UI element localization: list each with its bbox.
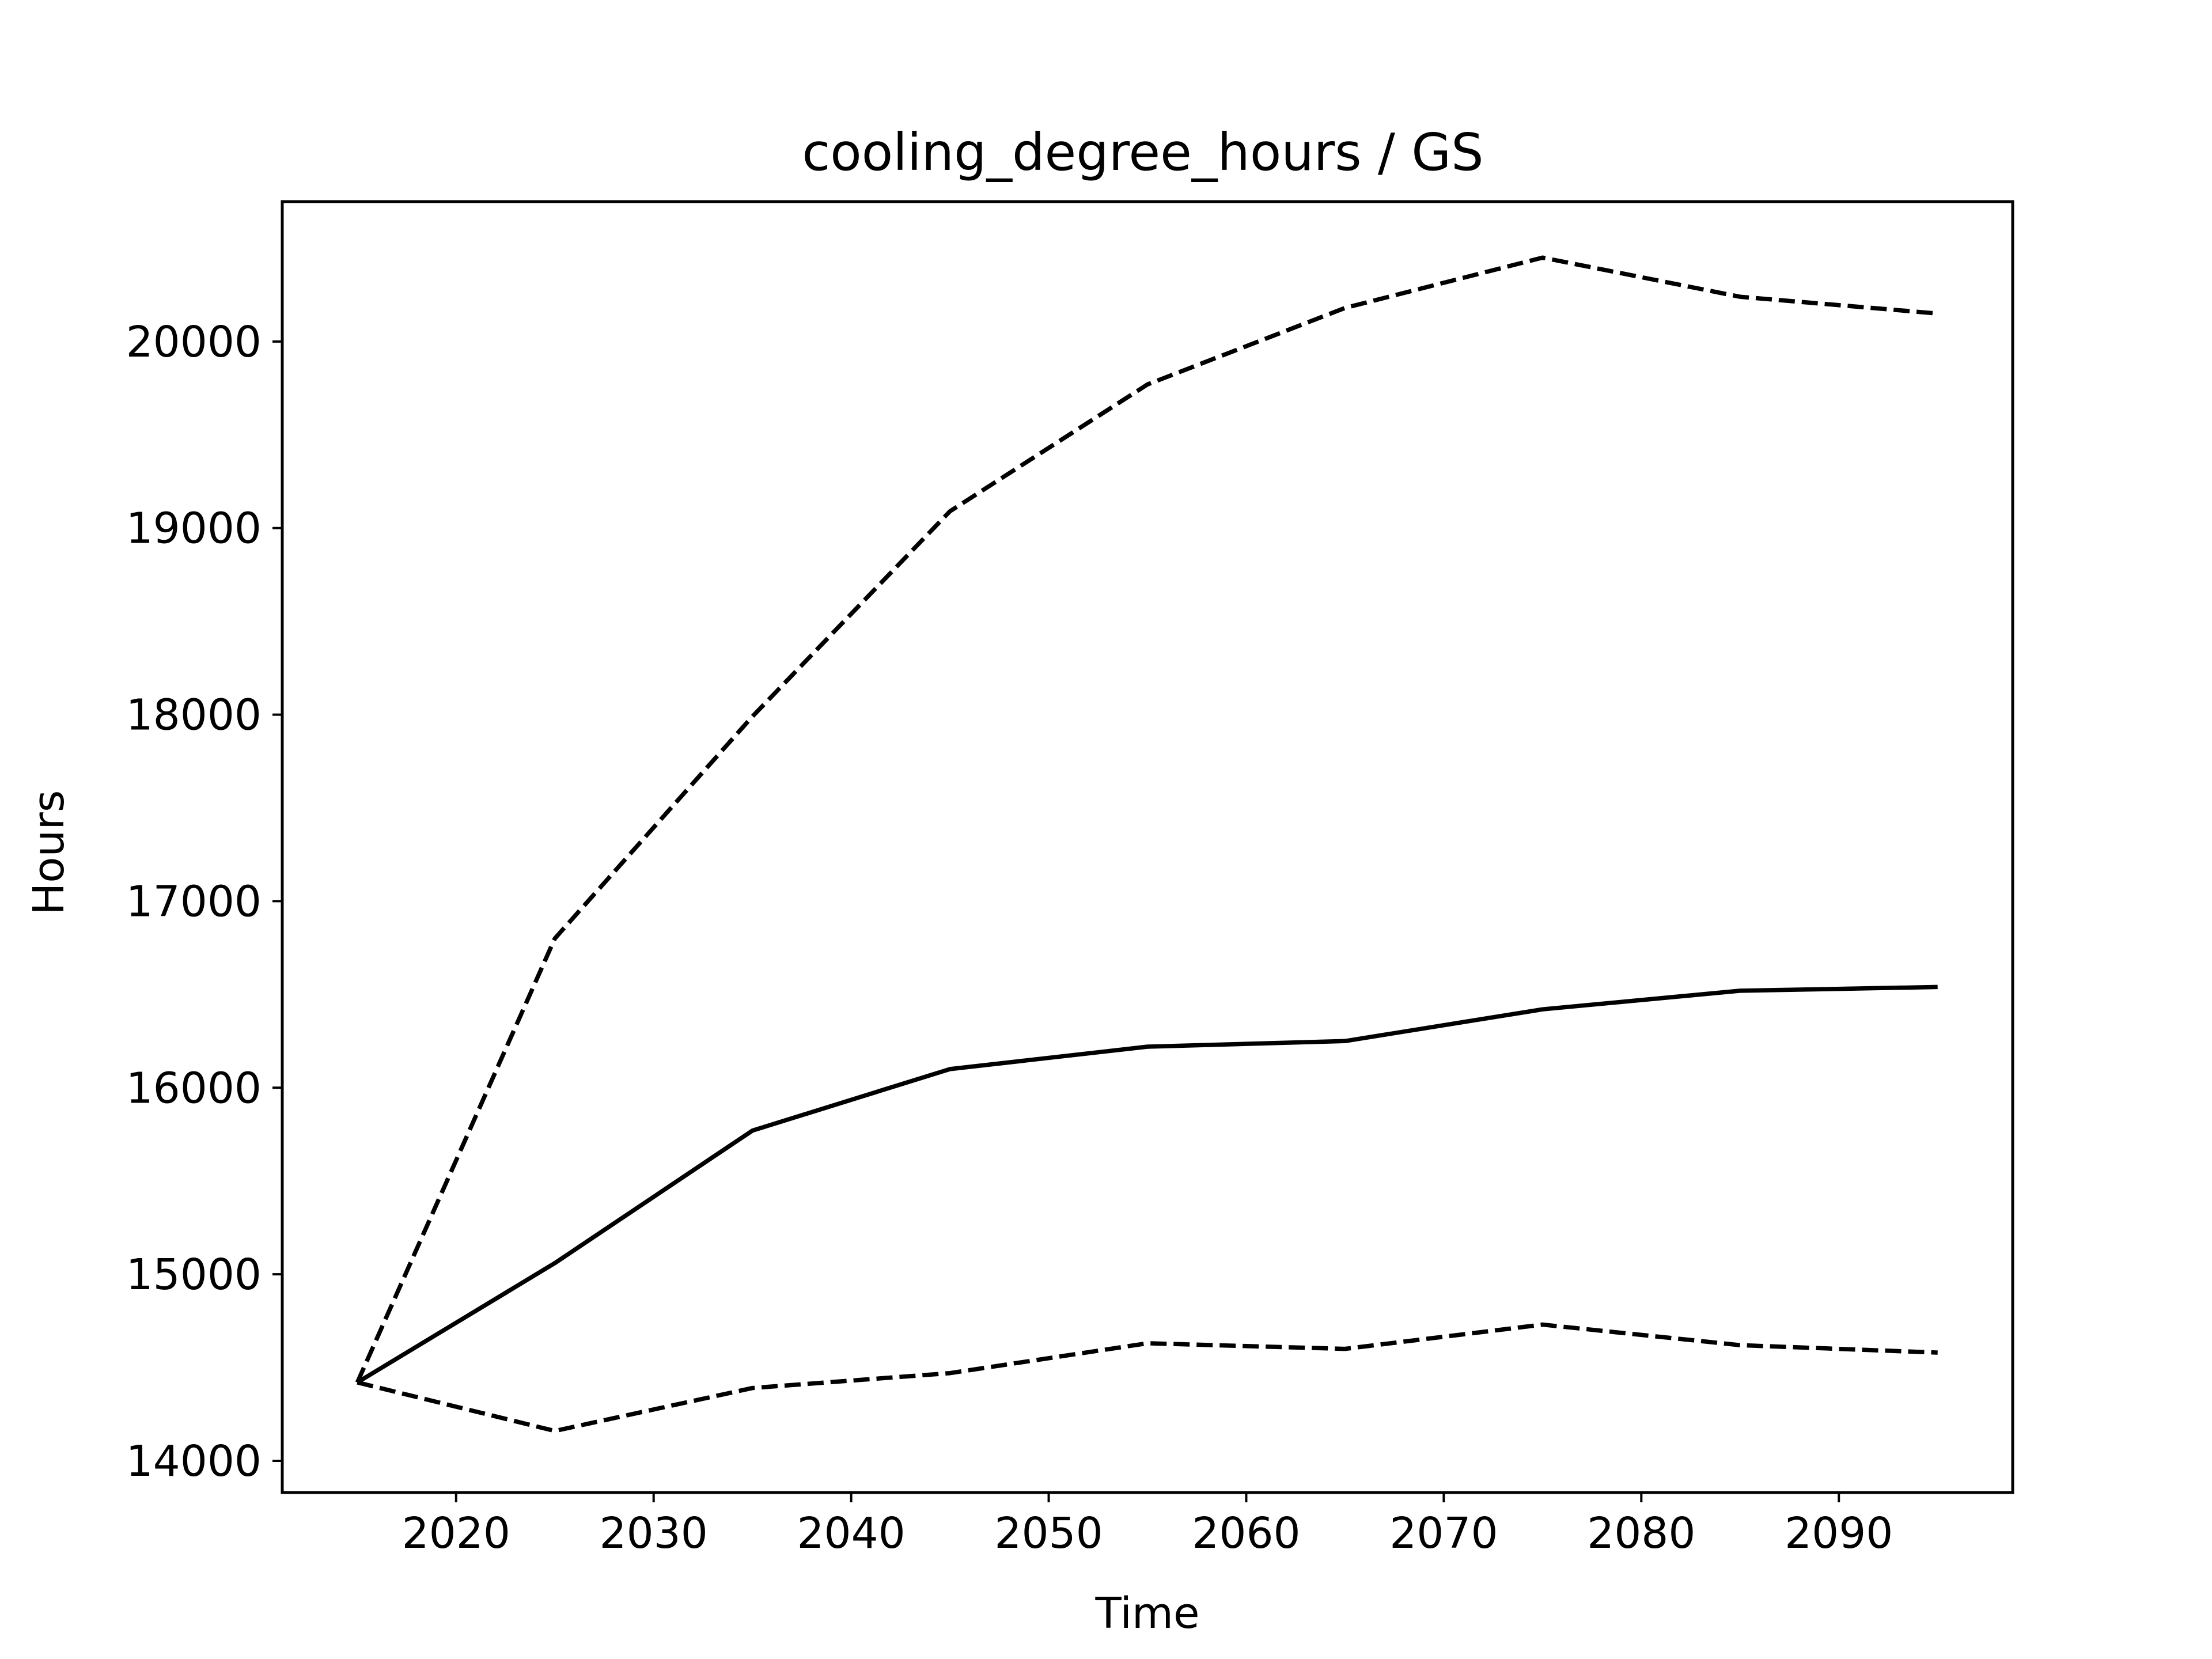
series-line-1 (355, 255, 1938, 1384)
y-tick-label: 15000 (126, 1250, 262, 1300)
x-tick-label: 2050 (994, 1509, 1103, 1558)
x-tick-label: 2070 (1389, 1509, 1498, 1558)
y-tick-label: 17000 (126, 877, 262, 926)
x-tick-label: 2060 (1192, 1509, 1300, 1558)
y-tick-label: 14000 (126, 1437, 262, 1486)
chart-title: cooling_degree_hours / GS (802, 122, 1483, 182)
x-tick-label: 2080 (1587, 1509, 1695, 1558)
x-axis: 2020 2030 2040 2050 2060 2070 2080 2090 (402, 1493, 1893, 1558)
y-tick-label: 19000 (126, 504, 262, 554)
plot-frame (281, 200, 2014, 1494)
series-line-2 (356, 984, 1938, 1385)
y-tick-label: 16000 (126, 1063, 262, 1113)
y-tick-label: 18000 (126, 691, 262, 740)
series-layer (355, 255, 1938, 1433)
y-axis-label: Hours (24, 790, 74, 915)
x-tick-label: 2030 (600, 1509, 708, 1558)
y-axis: 14000 15000 16000 17000 18000 19000 20000 (126, 317, 282, 1486)
x-axis-label: Time (1094, 1589, 1199, 1638)
x-tick-label: 2020 (402, 1509, 510, 1558)
series-line-3 (357, 1322, 1938, 1433)
y-tick-label: 20000 (126, 317, 262, 367)
x-tick-label: 2090 (1785, 1509, 1893, 1558)
x-tick-label: 2040 (797, 1509, 905, 1558)
